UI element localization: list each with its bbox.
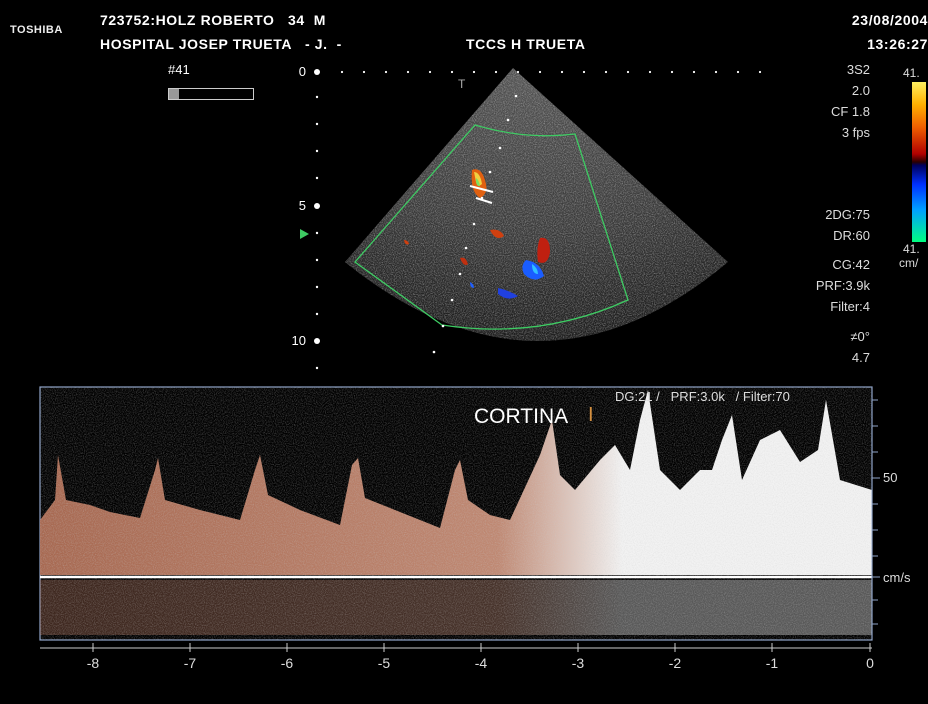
time-axis [40, 643, 872, 652]
velocity-label-50: 50 [883, 470, 898, 485]
patient-info: 723752:HOLZ ROBERTO 34 M [100, 12, 327, 28]
color-scale-max: 41. [903, 66, 920, 80]
time-label: -7 [183, 655, 197, 671]
fps-label: 3 fps [841, 125, 870, 140]
text-cursor: I [588, 404, 594, 426]
frame-number: #41 [168, 62, 190, 77]
svg-text:T: T [458, 77, 466, 91]
depth-label-10: 10 [291, 333, 306, 348]
time-label: -4 [474, 655, 488, 671]
bmode-sector: T [345, 68, 728, 341]
freq-label: 2.0 [851, 83, 870, 98]
prf-label: PRF:3.9k [815, 278, 870, 293]
depth-scale [300, 69, 320, 370]
color-gain-label: CG:42 [832, 257, 870, 272]
cursor-line-dots [432, 94, 518, 354]
time-label: -5 [377, 655, 391, 671]
velocity-unit: cm/s [883, 570, 911, 585]
color-roi-box [354, 124, 629, 330]
color-scale-bar [912, 82, 926, 242]
depth-value-label: 4.7 [851, 350, 870, 365]
doppler-caption: CORTINA [474, 405, 569, 428]
exam-site: TCCS H TRUETA [466, 36, 586, 52]
frame-scrollbar-thumb[interactable] [169, 89, 179, 99]
dynamic-range-label: DR:60 [833, 228, 870, 243]
exam-time: 13:26:27 [867, 36, 928, 52]
color-scale-unit: cm/ [899, 256, 919, 270]
header-bar: TOSHIBA 723752:HOLZ ROBERTO 34 M HOSPITA… [0, 0, 928, 56]
depth-label-5: 5 [298, 198, 306, 213]
doppler-spectrum [39, 386, 880, 652]
time-label: -1 [765, 655, 779, 671]
cf-label: CF 1.8 [830, 104, 870, 119]
frame-scrollbar[interactable] [168, 88, 254, 100]
color-flow [404, 169, 550, 299]
lateral-dots [340, 70, 762, 74]
manufacturer-logo: TOSHIBA [10, 24, 63, 36]
angle-label: ≠0° [850, 329, 870, 344]
filter-label: Filter:4 [830, 299, 870, 314]
time-label: -8 [86, 655, 100, 671]
time-label: -6 [280, 655, 294, 671]
color-scale-min: 41. [903, 242, 920, 256]
depth-label-0: 0 [298, 64, 306, 79]
time-label: 0 [866, 655, 874, 671]
doppler-settings: DG:21 / PRF:3.0k / Filter:70 [615, 389, 790, 404]
gain-2d-label: 2DG:75 [825, 207, 870, 222]
time-label: -2 [668, 655, 682, 671]
time-label: -3 [571, 655, 585, 671]
focus-marker [300, 229, 309, 239]
exam-date: 23/08/2004 [851, 12, 928, 28]
hospital-name: HOSPITAL JOSEP TRUETA - J. - [100, 36, 342, 52]
probe-label: 3S2 [846, 62, 870, 77]
